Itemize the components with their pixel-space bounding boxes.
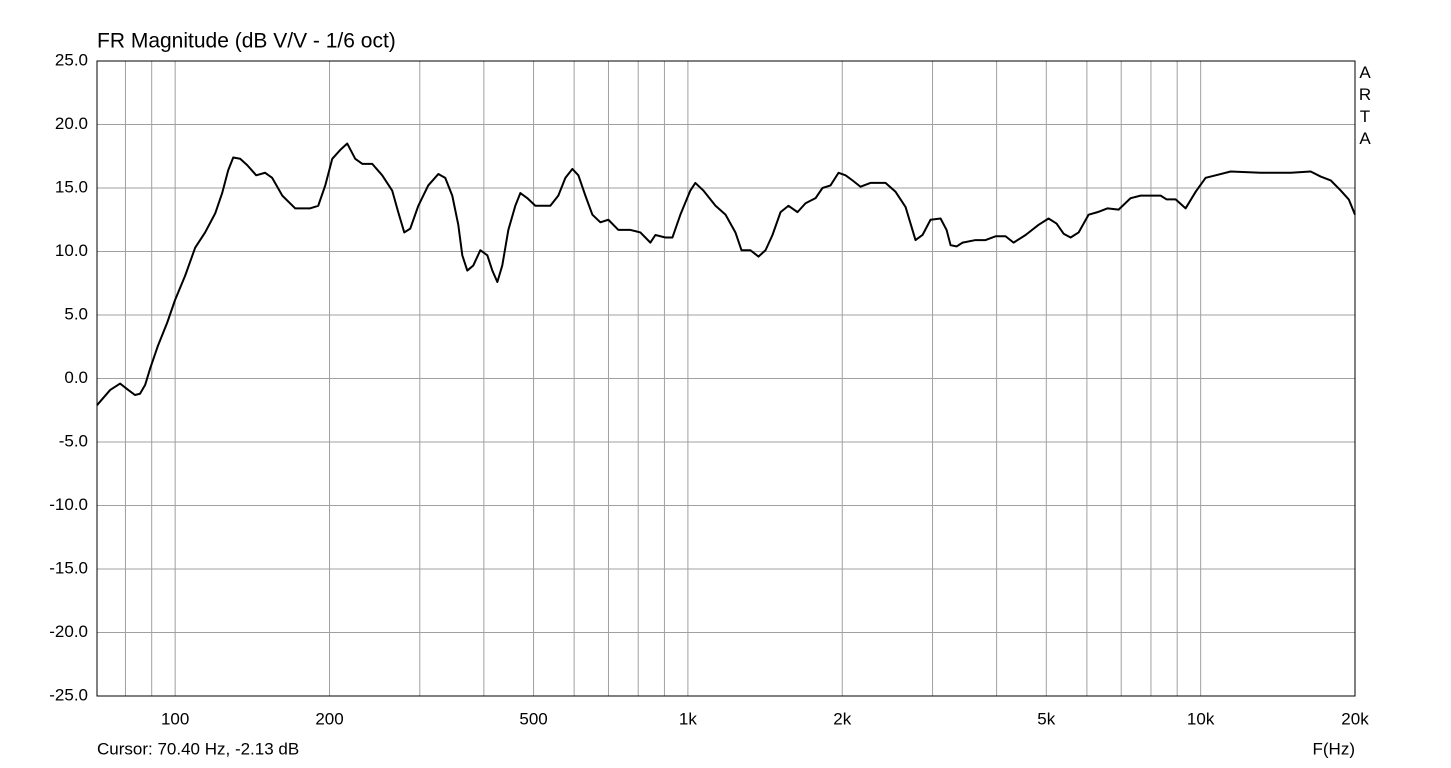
y-tick-label: 5.0 <box>64 304 88 323</box>
y-tick-label: -25.0 <box>49 685 88 704</box>
y-tick-label: 20.0 <box>55 114 88 133</box>
x-tick-label: 20k <box>1341 709 1369 728</box>
y-tick-label: -15.0 <box>49 558 88 577</box>
y-tick-label: 10.0 <box>55 241 88 260</box>
x-tick-label: 500 <box>519 709 547 728</box>
y-tick-label: 25.0 <box>55 50 88 69</box>
y-tick-label: -5.0 <box>59 431 88 450</box>
watermark: ARTA <box>1358 62 1372 150</box>
y-tick-label: 15.0 <box>55 177 88 196</box>
x-axis-label: F(Hz) <box>1313 739 1355 758</box>
y-tick-label: -10.0 <box>49 495 88 514</box>
x-tick-label: 200 <box>315 709 343 728</box>
x-tick-label: 1k <box>679 709 697 728</box>
y-tick-label: 0.0 <box>64 368 88 387</box>
x-tick-label: 100 <box>161 709 189 728</box>
cursor-readout: Cursor: 70.40 Hz, -2.13 dB <box>97 739 299 758</box>
response-curve <box>97 144 1355 406</box>
y-tick-label: -20.0 <box>49 622 88 641</box>
x-tick-label: 5k <box>1037 709 1055 728</box>
chart-title: FR Magnitude (dB V/V - 1/6 oct) <box>97 30 396 53</box>
x-tick-label: 2k <box>833 709 851 728</box>
x-tick-label: 10k <box>1187 709 1215 728</box>
